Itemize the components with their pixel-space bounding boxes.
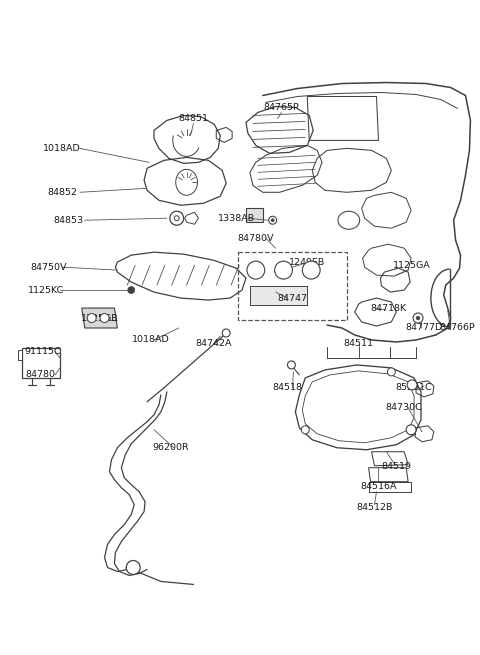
Circle shape xyxy=(416,316,420,320)
Polygon shape xyxy=(19,350,23,360)
Text: 1125GB: 1125GB xyxy=(81,314,119,322)
Circle shape xyxy=(174,215,179,221)
Text: 84766P: 84766P xyxy=(440,324,476,333)
Circle shape xyxy=(222,329,230,337)
Circle shape xyxy=(100,314,109,322)
Circle shape xyxy=(302,261,320,279)
Text: 84852: 84852 xyxy=(47,188,77,196)
Circle shape xyxy=(407,380,417,390)
Circle shape xyxy=(406,425,416,435)
Circle shape xyxy=(387,368,395,376)
Text: 91115C: 91115C xyxy=(24,347,60,356)
Text: 84511: 84511 xyxy=(344,339,374,348)
Text: 84742A: 84742A xyxy=(195,339,231,348)
Text: 84747: 84747 xyxy=(277,293,307,303)
Circle shape xyxy=(301,426,309,434)
Text: 84516A: 84516A xyxy=(360,482,396,491)
Polygon shape xyxy=(23,348,60,378)
Circle shape xyxy=(128,287,135,293)
Text: 84750V: 84750V xyxy=(30,263,66,272)
Text: 1338AB: 1338AB xyxy=(217,214,254,223)
Text: 84777D: 84777D xyxy=(405,324,443,333)
Circle shape xyxy=(87,314,96,322)
Text: 84730C: 84730C xyxy=(386,403,422,413)
Polygon shape xyxy=(82,308,118,328)
Circle shape xyxy=(269,216,276,224)
Text: 84718K: 84718K xyxy=(370,303,407,312)
Text: 84519: 84519 xyxy=(381,462,411,471)
Text: 1018AD: 1018AD xyxy=(132,335,170,345)
Circle shape xyxy=(170,212,184,225)
Text: 84512B: 84512B xyxy=(356,503,393,512)
Text: 1125KC: 1125KC xyxy=(28,286,64,295)
Circle shape xyxy=(288,361,295,369)
Text: 84853: 84853 xyxy=(53,215,83,225)
Circle shape xyxy=(271,219,274,222)
Bar xyxy=(238,252,347,320)
Text: 1018AD: 1018AD xyxy=(43,144,81,153)
Text: 1249EB: 1249EB xyxy=(289,257,325,267)
Text: 96200R: 96200R xyxy=(153,443,189,452)
Text: 84780V: 84780V xyxy=(238,234,274,243)
Circle shape xyxy=(413,313,423,323)
Circle shape xyxy=(126,561,140,574)
Text: 84518: 84518 xyxy=(273,383,302,392)
Text: 85261C: 85261C xyxy=(396,383,432,392)
Text: 1125GA: 1125GA xyxy=(393,261,431,270)
Text: 84780: 84780 xyxy=(25,370,55,379)
Text: 84765P: 84765P xyxy=(264,103,300,112)
Circle shape xyxy=(275,261,292,279)
Text: 84851: 84851 xyxy=(179,114,208,123)
Polygon shape xyxy=(246,208,263,222)
Circle shape xyxy=(247,261,265,279)
Polygon shape xyxy=(250,286,307,305)
